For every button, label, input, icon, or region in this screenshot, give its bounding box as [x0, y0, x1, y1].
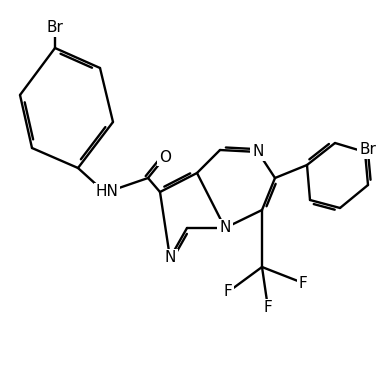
Text: F: F: [224, 284, 232, 299]
Text: N: N: [252, 145, 264, 160]
Text: N: N: [219, 221, 231, 236]
Text: O: O: [159, 149, 171, 164]
Text: N: N: [164, 251, 176, 265]
Text: Br: Br: [359, 142, 376, 157]
Text: F: F: [299, 276, 307, 291]
Text: Br: Br: [47, 21, 64, 36]
Text: F: F: [264, 301, 272, 316]
Text: HN: HN: [96, 185, 118, 200]
